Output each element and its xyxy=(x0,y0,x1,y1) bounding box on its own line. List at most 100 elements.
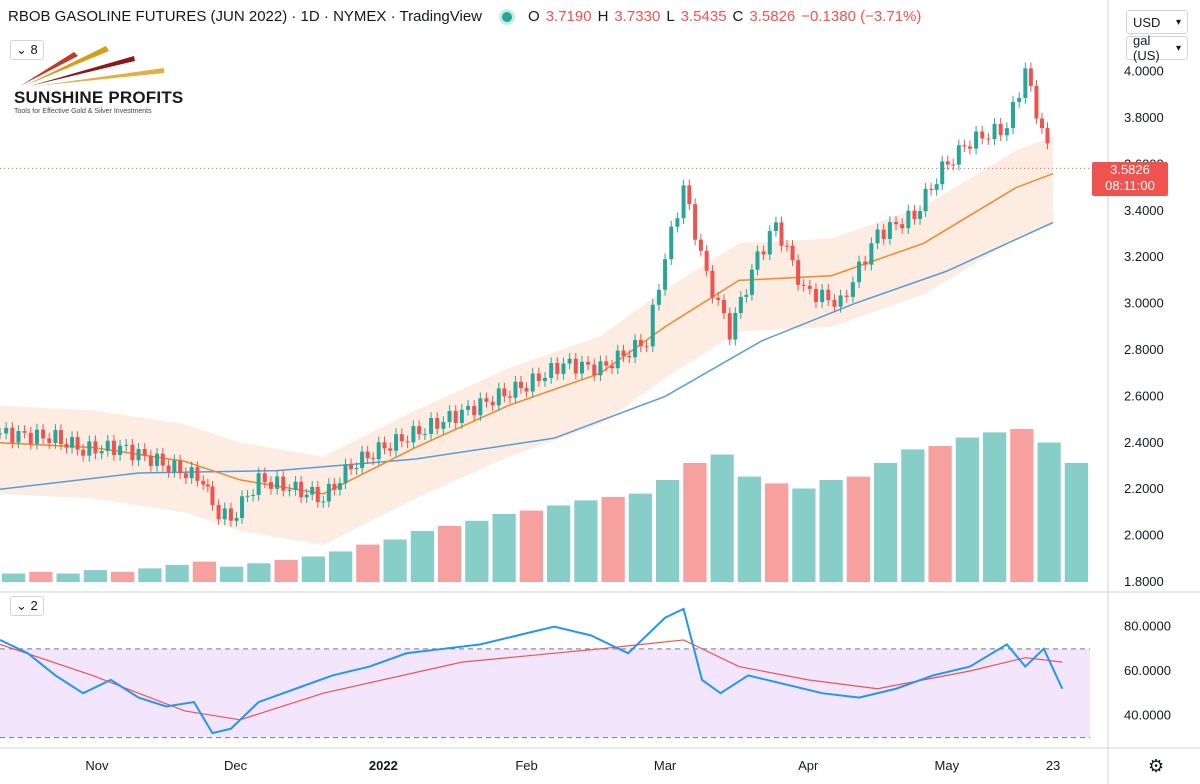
candle-body xyxy=(956,145,961,165)
candle-body xyxy=(555,362,560,374)
candle-body xyxy=(142,448,147,456)
high-value: 3.7330 xyxy=(614,8,661,25)
volume-bar xyxy=(301,556,325,582)
currency-value: USD xyxy=(1133,14,1161,30)
candle-body xyxy=(755,251,760,270)
candle-body xyxy=(518,381,523,389)
volume-bar xyxy=(819,480,843,582)
candle-body xyxy=(478,398,483,416)
time-axis-label: Apr xyxy=(798,758,819,773)
candle-body xyxy=(228,508,233,521)
unit-select[interactable]: gal (US) ▾ xyxy=(1126,33,1188,63)
rsi-line xyxy=(0,607,1064,735)
volume-bar xyxy=(901,449,925,582)
currency-select[interactable]: USD ▾ xyxy=(1126,10,1188,34)
time-axis-label: 2022 xyxy=(369,758,398,773)
volume-bar xyxy=(410,531,434,582)
candle-body xyxy=(530,373,535,392)
time-axis-label: 23 xyxy=(1046,758,1060,773)
candle-body xyxy=(894,221,899,225)
candle-body xyxy=(644,346,649,348)
candle-body xyxy=(299,481,304,498)
low-value: 3.5435 xyxy=(680,8,727,25)
price-axis-label: 2.4000 xyxy=(1124,435,1164,450)
candle-body xyxy=(210,486,215,506)
close-label: C xyxy=(732,8,744,25)
price-axis-label: 2.2000 xyxy=(1124,481,1164,496)
candle-body xyxy=(733,312,738,340)
candle-body xyxy=(609,365,614,369)
candle-body xyxy=(148,455,153,466)
volume-bar xyxy=(710,454,734,582)
candle-body xyxy=(675,218,680,227)
candle-body xyxy=(93,441,98,454)
candle-body xyxy=(310,486,315,495)
candle-body xyxy=(951,164,956,166)
candle-body xyxy=(881,229,886,239)
candle-body xyxy=(567,358,572,364)
rsi-axis-label: 60.0000 xyxy=(1124,663,1171,678)
candle-body xyxy=(875,229,880,244)
rsi-collapse-button[interactable]: ⌄ 2 xyxy=(10,596,44,616)
candle-body xyxy=(604,361,609,366)
candle-body xyxy=(81,449,86,456)
candle-body xyxy=(801,284,806,286)
candle-body xyxy=(166,465,171,472)
candle-body xyxy=(663,259,668,290)
volume-bar xyxy=(846,476,870,582)
candle-body xyxy=(240,496,245,518)
candle-body xyxy=(621,350,626,356)
indicators-collapse-button[interactable]: ⌄ 8 xyxy=(10,40,44,60)
candle-body xyxy=(1017,97,1022,102)
candle-body xyxy=(315,486,320,502)
volume-bar xyxy=(601,497,625,582)
symbol-title[interactable]: RBOB GASOLINE FUTURES (JUN 2022) · 1D · … xyxy=(8,8,483,25)
candle-body xyxy=(124,444,129,446)
candle-body xyxy=(58,430,63,445)
candle-body xyxy=(929,188,934,190)
candle-body xyxy=(704,250,709,271)
candle-body xyxy=(268,482,273,489)
candle-body xyxy=(923,188,928,212)
candle-body xyxy=(251,494,256,496)
candle-body xyxy=(155,453,160,466)
candle-body xyxy=(507,396,512,398)
candle-body xyxy=(429,418,434,434)
candle-body xyxy=(598,361,603,376)
time-axis-label: Feb xyxy=(515,758,537,773)
candle-body xyxy=(10,427,15,443)
price-axis-label: 3.0000 xyxy=(1124,296,1164,311)
candle-body xyxy=(1039,118,1044,129)
candle-body xyxy=(53,430,58,443)
candle-body xyxy=(785,245,790,247)
ma-long-line xyxy=(0,221,1054,490)
volume-bar xyxy=(519,510,543,582)
time-axis-label: Nov xyxy=(85,758,109,773)
change-value: −0.1380 (−3.71%) xyxy=(801,8,922,25)
candle-body xyxy=(99,450,104,454)
candle-body xyxy=(256,473,261,495)
candle-body xyxy=(773,222,778,232)
volume-bar xyxy=(192,561,216,582)
candle-body xyxy=(962,145,967,147)
candle-body xyxy=(838,295,843,307)
candle-body xyxy=(906,210,911,229)
candle-body xyxy=(178,460,183,474)
candle-body xyxy=(496,388,501,406)
volume-bar xyxy=(547,505,571,582)
chevron-down-icon: ▾ xyxy=(1175,42,1181,54)
candle-body xyxy=(681,185,686,219)
candle-body xyxy=(354,468,359,470)
rsi-band xyxy=(0,648,1090,738)
volume-bar xyxy=(765,483,789,582)
candle-body xyxy=(980,131,985,139)
volume-bar xyxy=(438,525,462,582)
candle-body xyxy=(388,448,393,451)
volume-bar xyxy=(83,570,107,582)
rsi-ma-line xyxy=(0,639,1063,721)
gear-icon[interactable]: ⚙ xyxy=(1148,756,1165,776)
volume-bar xyxy=(220,566,244,582)
candle-body xyxy=(863,261,868,265)
candle-body xyxy=(869,243,874,265)
